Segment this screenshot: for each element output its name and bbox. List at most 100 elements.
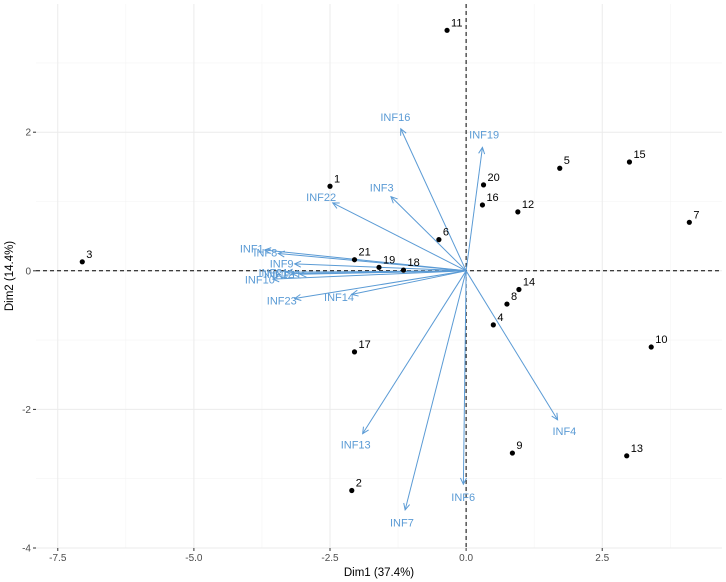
point-2: 2 bbox=[349, 477, 362, 494]
data-point bbox=[400, 267, 407, 273]
arrow-shaft bbox=[465, 147, 483, 271]
point-label: 20 bbox=[488, 172, 500, 184]
point-20: 20 bbox=[480, 172, 500, 188]
data-point bbox=[79, 259, 85, 265]
arrow-shaft bbox=[278, 252, 467, 272]
data-point bbox=[648, 344, 654, 350]
point-19: 19 bbox=[376, 254, 395, 270]
x-tick-label: -7.5 bbox=[49, 553, 67, 564]
point-label: 10 bbox=[655, 334, 667, 346]
x-tick-label: -2.5 bbox=[321, 553, 339, 564]
y-tick-label: -4 bbox=[22, 544, 31, 555]
data-point bbox=[351, 257, 358, 263]
point-label: 4 bbox=[497, 312, 503, 324]
point-17: 17 bbox=[351, 339, 371, 355]
point-3: 3 bbox=[79, 249, 92, 265]
variable-label: INF14 bbox=[324, 292, 354, 304]
point-label: 15 bbox=[633, 149, 645, 161]
data-point bbox=[479, 202, 486, 208]
y-tick-label: 2 bbox=[25, 128, 31, 139]
variable-label: INF6 bbox=[451, 492, 475, 504]
point-9: 9 bbox=[509, 440, 523, 456]
data-point bbox=[515, 209, 521, 215]
arrow-head bbox=[390, 195, 398, 204]
point-6: 6 bbox=[436, 227, 449, 243]
point-label: 9 bbox=[516, 440, 522, 452]
variable-arrow-inf4: INF4 bbox=[465, 270, 576, 438]
variable-arrow-inf23: INF23 bbox=[267, 270, 467, 308]
variable-arrow-inf8: INF8 bbox=[253, 247, 467, 272]
x-tick-label: 2.5 bbox=[595, 553, 609, 564]
variable-arrows: INF1INF3INF4INF6INF7INF8INF9INF10INF11IN… bbox=[240, 112, 576, 530]
variable-arrow-inf3: INF3 bbox=[370, 183, 467, 272]
x-tick-label: -5.0 bbox=[185, 553, 203, 564]
arrow-head bbox=[403, 502, 411, 511]
arrow-head bbox=[350, 289, 359, 297]
data-point bbox=[444, 27, 450, 33]
point-label: 19 bbox=[383, 254, 395, 266]
point-21: 21 bbox=[351, 247, 371, 263]
variable-label: INF10 bbox=[245, 275, 275, 287]
variable-label: INF3 bbox=[370, 183, 394, 195]
reference-lines bbox=[36, 4, 722, 548]
variable-label: INF22 bbox=[306, 192, 336, 204]
point-label: 11 bbox=[451, 17, 462, 29]
point-label: 6 bbox=[443, 227, 449, 239]
arrow-head bbox=[362, 426, 369, 435]
variable-label: INF16 bbox=[380, 112, 410, 124]
data-point bbox=[686, 219, 692, 225]
arrow-head bbox=[263, 247, 272, 255]
axes: -7.5 -5.0 -2.5 0.0 2.5 -4 -2 0 2 bbox=[22, 128, 610, 564]
point-label: 3 bbox=[86, 249, 92, 261]
variable-arrow-inf13: INF13 bbox=[341, 270, 467, 452]
point-4: 4 bbox=[490, 312, 503, 328]
grid bbox=[36, 4, 722, 549]
data-point bbox=[509, 450, 515, 456]
point-11: 11 bbox=[444, 17, 462, 33]
arrow-shaft bbox=[332, 202, 467, 272]
point-7: 7 bbox=[686, 209, 699, 225]
variable-arrow-inf7: INF7 bbox=[390, 270, 467, 529]
variable-label: INF8 bbox=[253, 247, 277, 259]
arrow-shaft bbox=[404, 270, 467, 511]
point-8: 8 bbox=[504, 291, 517, 307]
y-tick-label: -2 bbox=[22, 405, 31, 416]
data-point bbox=[557, 165, 563, 171]
arrow-shaft bbox=[362, 270, 467, 434]
variable-label: INF7 bbox=[390, 517, 414, 529]
point-13: 13 bbox=[624, 443, 643, 459]
variable-arrow-inf19: INF19 bbox=[465, 130, 499, 271]
point-label: 2 bbox=[356, 477, 362, 489]
point-label: 18 bbox=[408, 257, 420, 269]
x-tick-label: 0.0 bbox=[459, 553, 473, 564]
point-label: 7 bbox=[693, 209, 699, 221]
arrow-shaft bbox=[286, 270, 467, 273]
variable-arrow-inf10: INF10 bbox=[245, 270, 467, 287]
variable-label: INF13 bbox=[341, 440, 371, 452]
point-label: 14 bbox=[523, 277, 535, 289]
point-1: 1 bbox=[327, 173, 340, 189]
point-14: 14 bbox=[516, 277, 535, 293]
arrow-shaft bbox=[462, 270, 467, 485]
arrow-head bbox=[277, 250, 286, 258]
variable-arrow-inf16: INF16 bbox=[380, 112, 467, 272]
point-16: 16 bbox=[479, 192, 499, 208]
arrow-head bbox=[293, 260, 302, 268]
point-label: 17 bbox=[359, 339, 371, 351]
data-point bbox=[351, 349, 358, 355]
arrow-shaft bbox=[465, 270, 559, 421]
arrow-head bbox=[400, 127, 407, 136]
variable-label: INF21 bbox=[258, 267, 288, 279]
arrow-shaft bbox=[351, 270, 467, 295]
variable-arrow-inf21: INF21 bbox=[258, 267, 467, 279]
point-18: 18 bbox=[400, 257, 420, 273]
data-point bbox=[480, 182, 487, 188]
arrow-head bbox=[459, 477, 467, 486]
arrow-head bbox=[285, 268, 293, 276]
arrow-head bbox=[293, 294, 302, 302]
variable-label: INF4 bbox=[552, 426, 576, 438]
variable-arrow-inf22: INF22 bbox=[306, 192, 467, 272]
arrow-head bbox=[271, 275, 280, 283]
